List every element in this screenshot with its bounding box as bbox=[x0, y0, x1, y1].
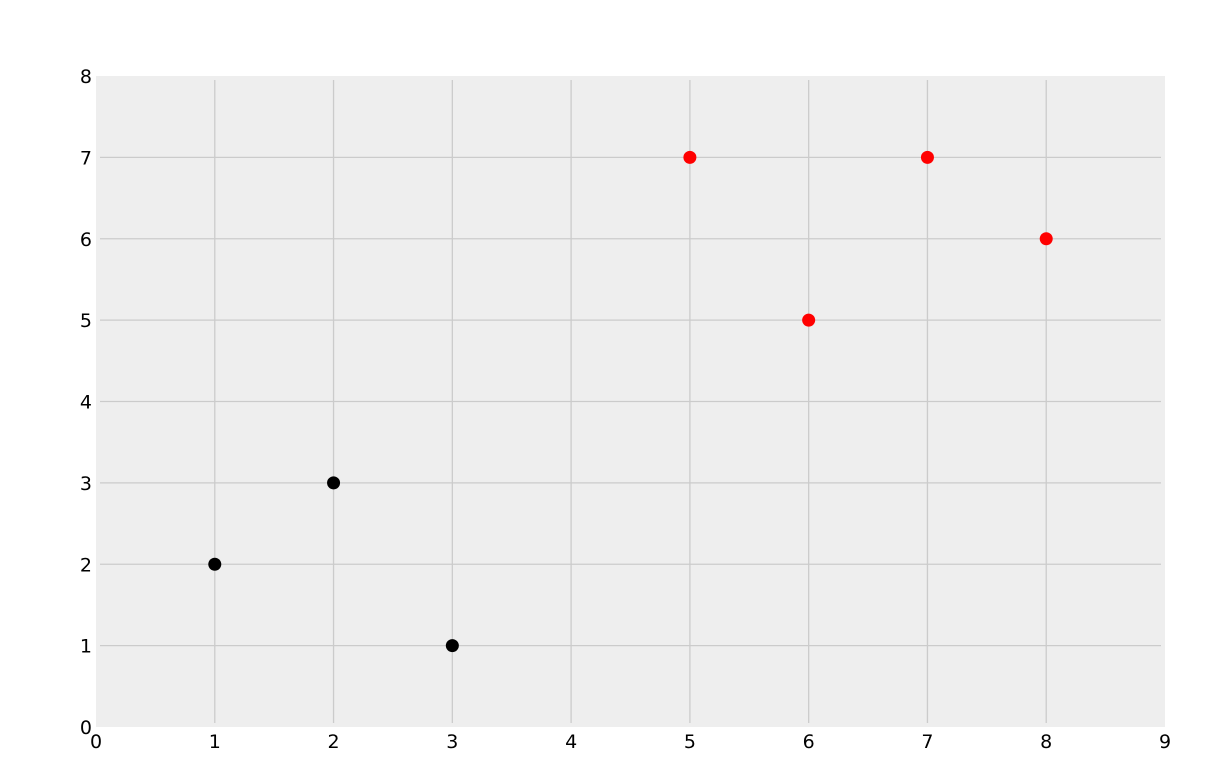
x-tick-label: 1 bbox=[209, 731, 221, 753]
y-tick-label: 1 bbox=[80, 636, 92, 658]
y-axis-ticks: 0 1 2 3 4 5 6 7 8 bbox=[80, 66, 92, 739]
x-tick-label: 7 bbox=[921, 731, 933, 753]
y-tick-label: 3 bbox=[80, 473, 92, 495]
data-point-series-2 bbox=[802, 313, 816, 327]
data-point-series-1 bbox=[208, 557, 222, 571]
data-point-series-1 bbox=[327, 476, 341, 490]
grid bbox=[100, 80, 1161, 723]
x-tick-label: 6 bbox=[803, 731, 815, 753]
y-tick-label: 5 bbox=[80, 310, 92, 332]
x-tick-label: 3 bbox=[446, 731, 458, 753]
data-point-series-1 bbox=[445, 639, 459, 653]
x-tick-label: 5 bbox=[684, 731, 696, 753]
y-tick-label: 0 bbox=[80, 717, 92, 739]
y-tick-label: 8 bbox=[80, 66, 92, 88]
data-point-series-2 bbox=[1039, 232, 1053, 246]
y-tick-label: 6 bbox=[80, 229, 92, 251]
x-tick-label: 8 bbox=[1040, 731, 1052, 753]
y-tick-label: 2 bbox=[80, 554, 92, 576]
x-tick-label: 0 bbox=[90, 731, 102, 753]
y-tick-label: 4 bbox=[80, 392, 92, 414]
x-tick-label: 9 bbox=[1159, 731, 1171, 753]
x-tick-label: 2 bbox=[328, 731, 340, 753]
x-axis-ticks: 0 1 2 3 4 5 6 7 8 9 bbox=[90, 731, 1171, 753]
x-tick-label: 4 bbox=[565, 731, 577, 753]
data-point-series-2 bbox=[683, 150, 697, 164]
data-points bbox=[208, 150, 1053, 653]
data-point-series-2 bbox=[920, 150, 934, 164]
y-tick-label: 7 bbox=[80, 147, 92, 169]
